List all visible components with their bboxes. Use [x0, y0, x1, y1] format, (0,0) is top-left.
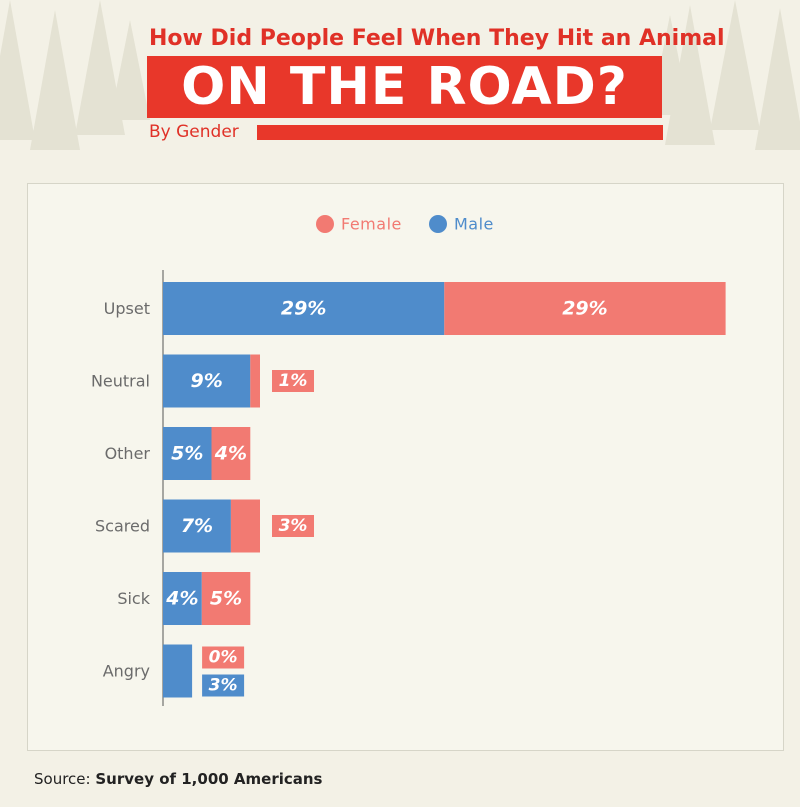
category-label: Other [105, 444, 151, 463]
subtitle-decorative-bar [257, 125, 663, 140]
bar-female [201, 572, 251, 625]
data-label-female: 29% [562, 298, 607, 320]
data-label-female: 1% [279, 371, 308, 391]
data-label-box-female [202, 646, 245, 669]
category-label: Angry [103, 662, 150, 681]
data-label-male: 5% [171, 443, 203, 465]
data-label-male: 4% [165, 588, 198, 610]
data-label-box-male [202, 674, 245, 697]
bar-female [250, 354, 260, 408]
chart-title-line-2: ON THE ROAD? [147, 56, 662, 118]
pine-tree-background [0, 0, 800, 150]
legend-swatch-male [429, 215, 447, 233]
bar-male [163, 282, 445, 335]
data-label-male: 3% [209, 676, 238, 696]
legend-label-male: Male [454, 215, 494, 234]
data-label-female: 3% [279, 516, 308, 536]
data-label-box-female [272, 515, 314, 537]
chart-title-line-1: How Did People Feel When They Hit an Ani… [149, 26, 725, 51]
bar-male [163, 572, 202, 625]
source-text: Survey of 1,000 Americans [95, 770, 323, 788]
source-note: Source: Survey of 1,000 Americans [34, 770, 322, 788]
bar-male [163, 644, 193, 698]
data-label-male: 9% [191, 370, 223, 392]
bar-female [211, 427, 251, 480]
data-label-female: 5% [210, 588, 242, 610]
data-label-female: 4% [214, 443, 247, 465]
category-label: Sick [117, 589, 150, 608]
bar-female [230, 499, 260, 553]
category-label: Scared [95, 517, 150, 536]
chart-subtitle: By Gender [149, 122, 239, 142]
data-label-female: 0% [209, 648, 238, 668]
data-label-box-female [272, 370, 314, 392]
source-label: Source: [34, 770, 91, 788]
data-label-male: 7% [181, 515, 213, 537]
stacked-bar-chart: Female Male Upset 29% 29% Neutral 9% 1% Other 5% 4… [91, 215, 726, 706]
legend-label-female: Female [341, 215, 402, 234]
category-label: Upset [104, 299, 150, 318]
legend-swatch-female [316, 215, 334, 233]
bar-male [163, 354, 251, 408]
chart-panel: Female Male Upset 29% 29% Neutral 9% 1% Other 5% 4… [27, 183, 784, 751]
bar-male [163, 427, 212, 480]
category-label: Neutral [91, 372, 150, 391]
data-label-male: 29% [281, 298, 326, 320]
bar-male [163, 499, 231, 553]
bar-female [444, 282, 726, 335]
